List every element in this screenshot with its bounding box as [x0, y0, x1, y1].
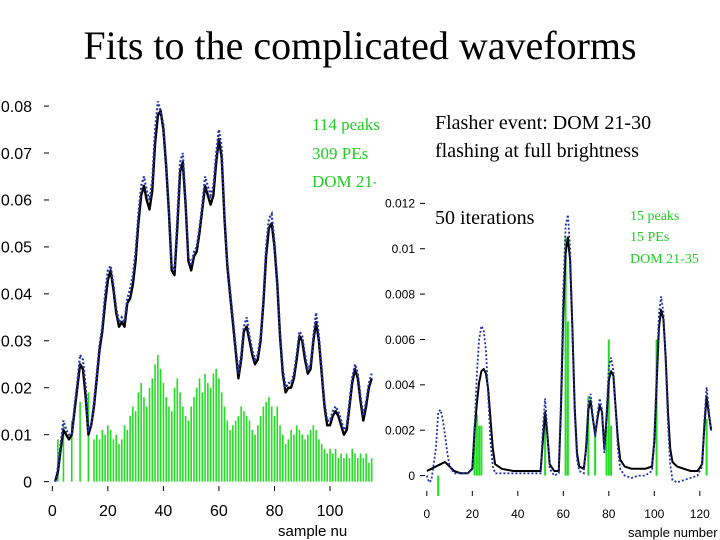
left-legend: 114 peaks 309 PEs DOM 21-33 — [312, 115, 380, 191]
left-xaxis-title: sample nu — [278, 523, 347, 540]
left-peak-bars — [57, 354, 373, 482]
left-ytick-label-8: 0.08 — [1, 99, 32, 116]
left-ytick-label-5: 0.05 — [1, 240, 32, 257]
right-ytick-label-5: 0.01 — [392, 242, 416, 256]
right-xtick-label-4: 80 — [602, 507, 616, 521]
left-ytick-label-7: 0.07 — [1, 146, 32, 163]
left-xtick-label-3: 60 — [210, 503, 228, 520]
right-legend: 15 peaks 15 PEs DOM 21-35 — [630, 209, 699, 267]
left-xtick-label-5: 100 — [317, 503, 344, 520]
right-ytick-label-0: 0 — [408, 469, 415, 483]
right-xtick-label-0: 0 — [423, 507, 430, 521]
right-waveform-line — [425, 214, 713, 485]
right-waveform-chart: 0 0.002 0.004 0.006 0.008 0.01 0.012 0 20 40 60 80 1… — [376, 178, 720, 540]
left-ytick-label-0: 0 — [23, 474, 32, 491]
right-xaxis-title: sample number — [628, 525, 718, 540]
left-legend-dom: DOM 21-33 — [312, 172, 380, 191]
right-axes: 0 0.002 0.004 0.006 0.008 0.01 0.012 0 20 40 60 80 1… — [385, 197, 718, 540]
left-ytick-label-3: 0.03 — [1, 334, 32, 351]
slide-title: Fits to the complicated waveforms — [83, 23, 637, 68]
right-xtick-label-1: 20 — [466, 507, 480, 521]
left-ytick-label-6: 0.06 — [1, 193, 32, 210]
right-legend-peaks: 15 peaks — [630, 209, 679, 224]
right-xtick-label-5: 100 — [644, 507, 664, 521]
right-chart-background — [376, 178, 720, 540]
left-ytick-label-4: 0.04 — [1, 287, 32, 304]
flasher-note-line-1: Flasher event: DOM 21-30 — [435, 112, 652, 134]
left-xtick-label-0: 0 — [48, 503, 57, 520]
right-ytick-label-4: 0.008 — [385, 287, 415, 301]
left-xtick-label-1: 20 — [99, 503, 117, 520]
left-waveform-line — [54, 101, 373, 482]
flasher-note-line-2: flashing at full brightness — [435, 140, 639, 162]
left-fit-line — [53, 109, 373, 482]
right-xtick-label-3: 60 — [557, 507, 571, 521]
left-series-lines — [53, 101, 373, 482]
right-ytick-label-3: 0.006 — [385, 333, 415, 347]
right-ytick-label-1: 0.002 — [385, 424, 415, 438]
left-legend-pes: 309 PEs — [312, 144, 368, 163]
left-ytick-label-1: 0.01 — [1, 427, 32, 444]
iterations-label: 50 iterations — [435, 207, 535, 229]
right-legend-dom: DOM 21-35 — [630, 252, 699, 267]
right-xtick-label-2: 40 — [511, 507, 525, 521]
right-ytick-label-6: 0.012 — [385, 197, 415, 211]
right-series-lines — [425, 214, 713, 485]
left-xtick-label-4: 80 — [266, 503, 284, 520]
left-legend-peaks: 114 peaks — [312, 115, 380, 134]
left-xtick-label-2: 40 — [155, 503, 173, 520]
right-legend-pes: 15 PEs — [630, 230, 669, 245]
right-xtick-label-6: 120 — [690, 507, 710, 521]
left-waveform-chart: 0 0.01 0.02 0.03 0.04 0.05 0.06 0.07 0.08 0 20 40 60… — [1, 99, 380, 540]
left-ytick-label-2: 0.02 — [1, 380, 32, 397]
left-axes: 0 0.01 0.02 0.03 0.04 0.05 0.06 0.07 0.08 0 20 40 60… — [1, 99, 347, 540]
right-fit-line — [426, 236, 713, 475]
right-ytick-label-2: 0.004 — [385, 378, 415, 392]
